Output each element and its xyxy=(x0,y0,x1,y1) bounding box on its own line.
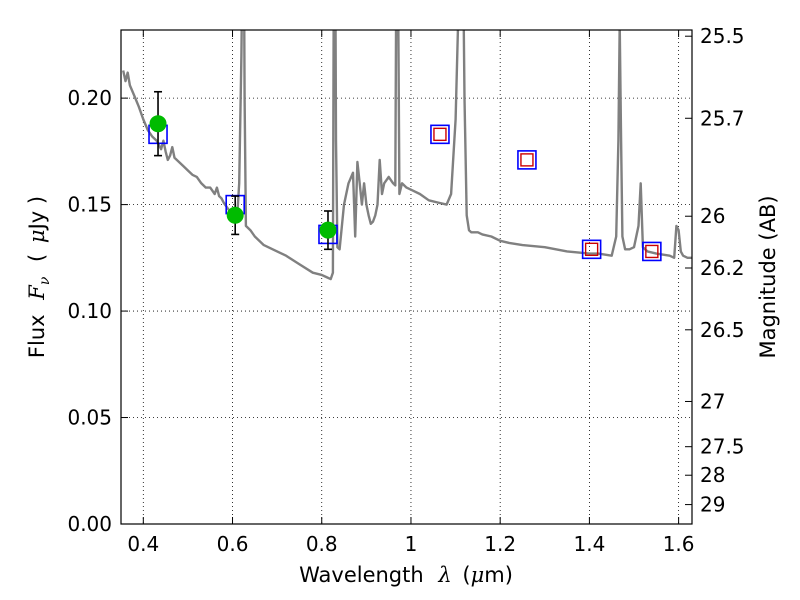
x-tick-label: 0.6 xyxy=(217,532,249,556)
model-spectrum-line xyxy=(122,30,692,281)
y2-tick-label: 26 xyxy=(700,204,725,228)
y2-axis-label: Magnitude (AB) xyxy=(756,195,780,358)
plot-frame xyxy=(120,29,693,525)
x-tick-label: 1.2 xyxy=(484,532,516,556)
y-axis-label: Flux Fν ( μJy ) xyxy=(25,196,54,358)
x-tick-label: 1.6 xyxy=(663,532,695,556)
y2-tick-label: 26.5 xyxy=(700,318,745,342)
y-axis-label-symbol: F xyxy=(25,284,49,301)
y-axis-label-unit-mu: μ xyxy=(25,229,49,243)
x-axis-label-unit-prefix: ( xyxy=(462,563,470,587)
prediction-box xyxy=(433,127,447,142)
x-tick-label: 0.8 xyxy=(306,532,338,556)
model-flux-box xyxy=(430,124,450,145)
prediction-box xyxy=(520,153,534,167)
y-axis-label-unit-prefix: ( xyxy=(25,254,49,262)
model-flux-box xyxy=(581,239,602,260)
y-tick-label: 0.10 xyxy=(67,299,112,323)
y-tick-label: 0.05 xyxy=(67,406,112,430)
y-tick-label: 0.20 xyxy=(67,86,112,110)
y2-tick-label: 25.5 xyxy=(700,24,745,48)
observed-point xyxy=(319,221,337,239)
y-axis-label-unit-suffix: Jy ) xyxy=(25,196,49,232)
x-tick-label: 1.4 xyxy=(573,532,605,556)
x-tick-label: 0.4 xyxy=(127,532,159,556)
plot-background xyxy=(121,30,692,524)
y2-tick-label: 26.2 xyxy=(700,256,745,280)
ticks-layer: 0.4 0.6 0.8 1 1.2 1.4 1.6 0.00 0.05 0.10 0.15 0.20 2… xyxy=(67,24,744,556)
y-axis-label-text: Flux xyxy=(25,314,49,358)
x-axis-label-unit-suffix: m) xyxy=(484,563,513,587)
y2-tick-label: 27 xyxy=(700,389,725,413)
markers-layer xyxy=(148,90,662,262)
observed-point xyxy=(149,115,167,133)
y2-tick-label: 29 xyxy=(700,493,725,517)
x-axis-label-unit-mu: μ xyxy=(471,563,485,587)
y2-tick-label: 25.7 xyxy=(700,106,745,130)
x-tick-label: 1 xyxy=(405,532,418,556)
y-tick-label: 0.00 xyxy=(67,512,112,536)
series-layer xyxy=(122,30,692,281)
prediction-box xyxy=(645,244,659,259)
x-axis-label: Wavelength λ (μm) xyxy=(299,563,513,587)
x-axis-label-symbol: λ xyxy=(437,563,451,587)
y-axis-label-subscript: ν xyxy=(37,276,53,285)
y-tick-label: 0.15 xyxy=(67,193,112,217)
x-axis-label-text: Wavelength xyxy=(299,563,424,587)
y2-tick-label: 27.5 xyxy=(700,435,745,459)
observed-point xyxy=(226,206,244,224)
prediction-box xyxy=(584,242,599,257)
y2-tick-label: 28 xyxy=(700,463,725,487)
model-flux-box xyxy=(642,241,662,262)
model-flux-box xyxy=(517,150,537,170)
